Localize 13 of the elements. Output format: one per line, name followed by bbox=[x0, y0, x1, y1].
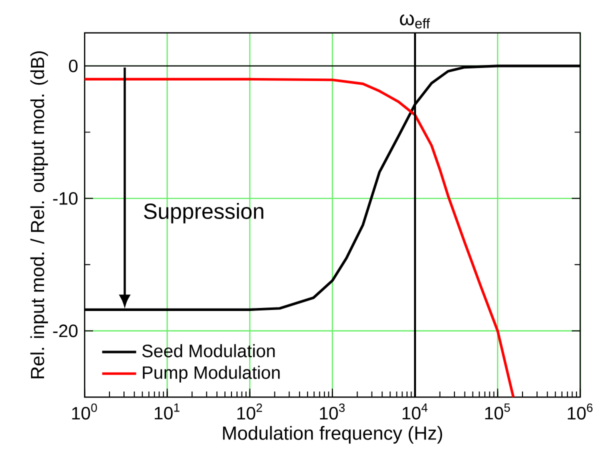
x-axis-title: Modulation frequency (Hz) bbox=[223, 426, 442, 444]
y-tick-label: -20 bbox=[53, 324, 78, 338]
x-tick-label: 10$^{3}$ bbox=[320, 404, 345, 420]
ref-line-label: ω$_{eff}$ bbox=[400, 14, 430, 29]
x-tick-label: 10$^{6}$ bbox=[568, 404, 593, 420]
x-tick-label: 10$^{1}$ bbox=[154, 404, 180, 420]
y-tick-label: 0 bbox=[68, 60, 78, 72]
y-axis-title: Rel. input mod. / Rel. output mod. (dB) bbox=[30, 51, 48, 378]
x-tick-label: 10$^{4}$ bbox=[402, 404, 428, 420]
y-tick-label: -10 bbox=[53, 192, 78, 205]
x-tick-label: 10$^{2}$ bbox=[237, 404, 262, 420]
x-tick-label: 10$^{0}$ bbox=[72, 404, 97, 420]
x-tick-label: 10$^{5}$ bbox=[485, 404, 510, 420]
